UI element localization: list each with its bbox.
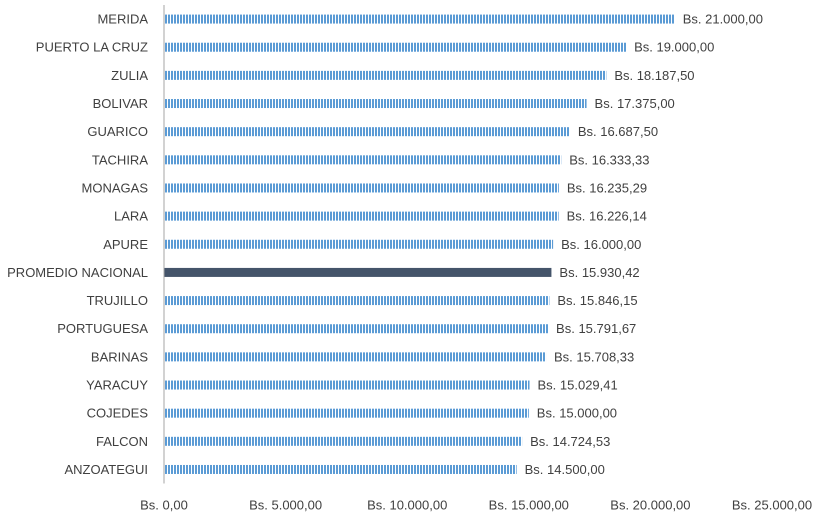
value-label: Bs. 14.724,53 bbox=[530, 434, 610, 449]
bar-portuguesa bbox=[164, 324, 549, 334]
bar-monagas bbox=[164, 183, 559, 193]
value-label: Bs. 16.226,14 bbox=[567, 209, 647, 224]
x-tick-label: Bs. 15.000,00 bbox=[489, 498, 569, 513]
bar-cojedes bbox=[164, 408, 529, 418]
value-label: Bs. 15.708,33 bbox=[554, 349, 634, 364]
bar-tachira bbox=[164, 155, 562, 165]
x-tick-label: Bs. 25.000,00 bbox=[732, 498, 812, 513]
bar-guarico bbox=[164, 127, 570, 137]
value-label: Bs. 16.687,50 bbox=[578, 124, 658, 139]
x-tick-label: Bs. 20.000,00 bbox=[610, 498, 690, 513]
category-label: PUERTO LA CRUZ bbox=[36, 40, 148, 55]
value-label: Bs. 16.333,33 bbox=[569, 152, 649, 167]
value-label: Bs. 17.375,00 bbox=[595, 96, 675, 111]
x-tick-label: Bs. 5.000,00 bbox=[249, 498, 322, 513]
category-label: PROMEDIO NACIONAL bbox=[7, 265, 148, 280]
value-label: Bs. 16.000,00 bbox=[561, 237, 641, 252]
bar-zulia bbox=[164, 70, 607, 80]
value-label: Bs. 21.000,00 bbox=[683, 12, 763, 27]
value-label: Bs. 15.930,42 bbox=[559, 265, 639, 280]
category-label: BOLIVAR bbox=[93, 96, 148, 111]
category-label: GUARICO bbox=[87, 124, 148, 139]
value-label: Bs. 16.235,29 bbox=[567, 180, 647, 195]
value-label: Bs. 15.791,67 bbox=[556, 321, 636, 336]
value-label: Bs. 14.500,00 bbox=[525, 462, 605, 477]
category-label: TACHIRA bbox=[92, 152, 148, 167]
bar-promedio-nacional bbox=[164, 267, 552, 277]
category-label: MONAGAS bbox=[82, 180, 149, 195]
bars-group bbox=[164, 14, 675, 474]
value-label: Bs. 18.187,50 bbox=[614, 68, 694, 83]
category-label: COJEDES bbox=[87, 406, 149, 421]
value-label: Bs. 15.000,00 bbox=[537, 406, 617, 421]
category-label: ZULIA bbox=[111, 68, 148, 83]
bar-trujillo bbox=[164, 296, 550, 306]
category-label: LARA bbox=[114, 209, 148, 224]
category-label: MERIDA bbox=[97, 12, 148, 27]
bar-barinas bbox=[164, 352, 547, 362]
value-label: Bs. 19.000,00 bbox=[634, 40, 714, 55]
value-label: Bs. 15.029,41 bbox=[538, 378, 618, 393]
bar-apure bbox=[164, 239, 554, 249]
bar-lara bbox=[164, 211, 559, 221]
x-axis-tick-labels: Bs. 0,00 Bs. 5.000,00 Bs. 10.000,00 Bs. 15.… bbox=[140, 498, 812, 513]
category-labels: MERIDA PUERTO LA CRUZ ZULIA BOLIVAR GUARICO T… bbox=[7, 12, 148, 477]
bar-puerto-la-cruz bbox=[164, 42, 627, 52]
category-label: ANZOATEGUI bbox=[64, 462, 148, 477]
bar-merida bbox=[164, 14, 675, 24]
bar-bolivar bbox=[164, 99, 587, 109]
bar-falcon bbox=[164, 436, 523, 446]
category-label: APURE bbox=[103, 237, 148, 252]
value-label: Bs. 15.846,15 bbox=[557, 293, 637, 308]
category-label: BARINAS bbox=[91, 349, 148, 364]
x-tick-label: Bs. 0,00 bbox=[140, 498, 188, 513]
x-tick-label: Bs. 10.000,00 bbox=[367, 498, 447, 513]
bar-yaracuy bbox=[164, 380, 530, 390]
category-label: YARACUY bbox=[86, 378, 148, 393]
category-label: FALCON bbox=[96, 434, 148, 449]
category-label: PORTUGUESA bbox=[57, 321, 148, 336]
category-label: TRUJILLO bbox=[87, 293, 148, 308]
bar-anzoategui bbox=[164, 464, 517, 474]
value-labels: Bs. 21.000,00 Bs. 19.000,00 Bs. 18.187,50 B… bbox=[525, 12, 763, 477]
